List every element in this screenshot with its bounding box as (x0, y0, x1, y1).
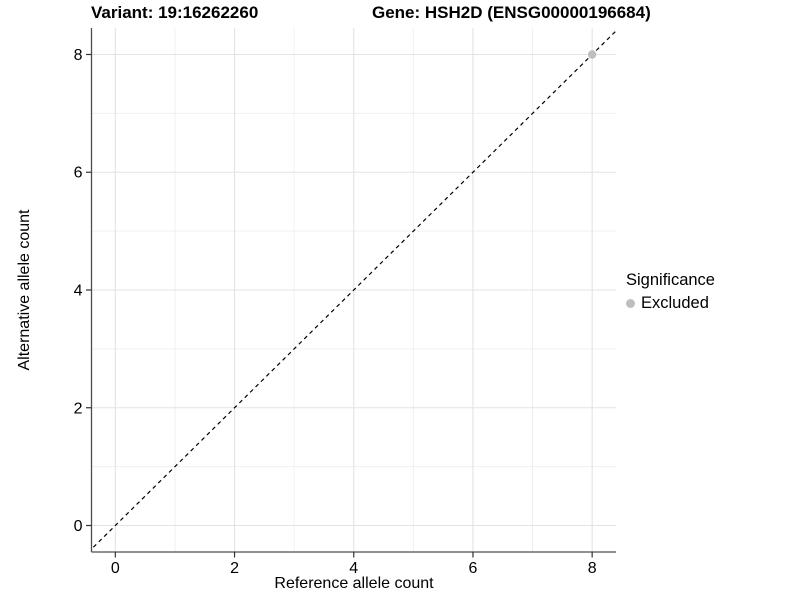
legend-item-label: Excluded (641, 293, 709, 312)
x-tick-label: 6 (469, 560, 478, 577)
x-tick-label: 0 (111, 560, 120, 577)
legend-item-excluded: Excluded (626, 294, 715, 313)
x-tick-label: 2 (230, 560, 239, 577)
data-points (587, 50, 597, 59)
gene-title: Gene: HSH2D (ENSG00000196684) (372, 3, 651, 22)
legend-title: Significance (626, 271, 715, 289)
tick-marks (86, 53, 593, 558)
y-tick-label: 4 (74, 283, 83, 300)
y-tick-label: 6 (74, 165, 83, 182)
chart-root: 0 2 4 6 8 0 2 4 6 8 (74, 28, 616, 577)
data-point (587, 50, 597, 59)
y-axis-title: Alternative allele count (16, 209, 33, 371)
x-tick-label: 8 (588, 560, 597, 577)
identity-line (91, 30, 616, 550)
tick-labels: 0 2 4 6 8 0 2 4 6 8 (74, 47, 597, 577)
legend: Significance Excluded (626, 271, 715, 313)
y-tick-label: 0 (74, 518, 83, 535)
x-axis-title: Reference allele count (274, 575, 434, 592)
y-tick-label: 2 (74, 400, 83, 417)
variant-title: Variant: 19:16262260 (91, 3, 259, 22)
y-tick-label: 8 (74, 47, 83, 64)
excluded-point-icon (626, 298, 635, 308)
x-tick-label: 4 (349, 560, 358, 577)
